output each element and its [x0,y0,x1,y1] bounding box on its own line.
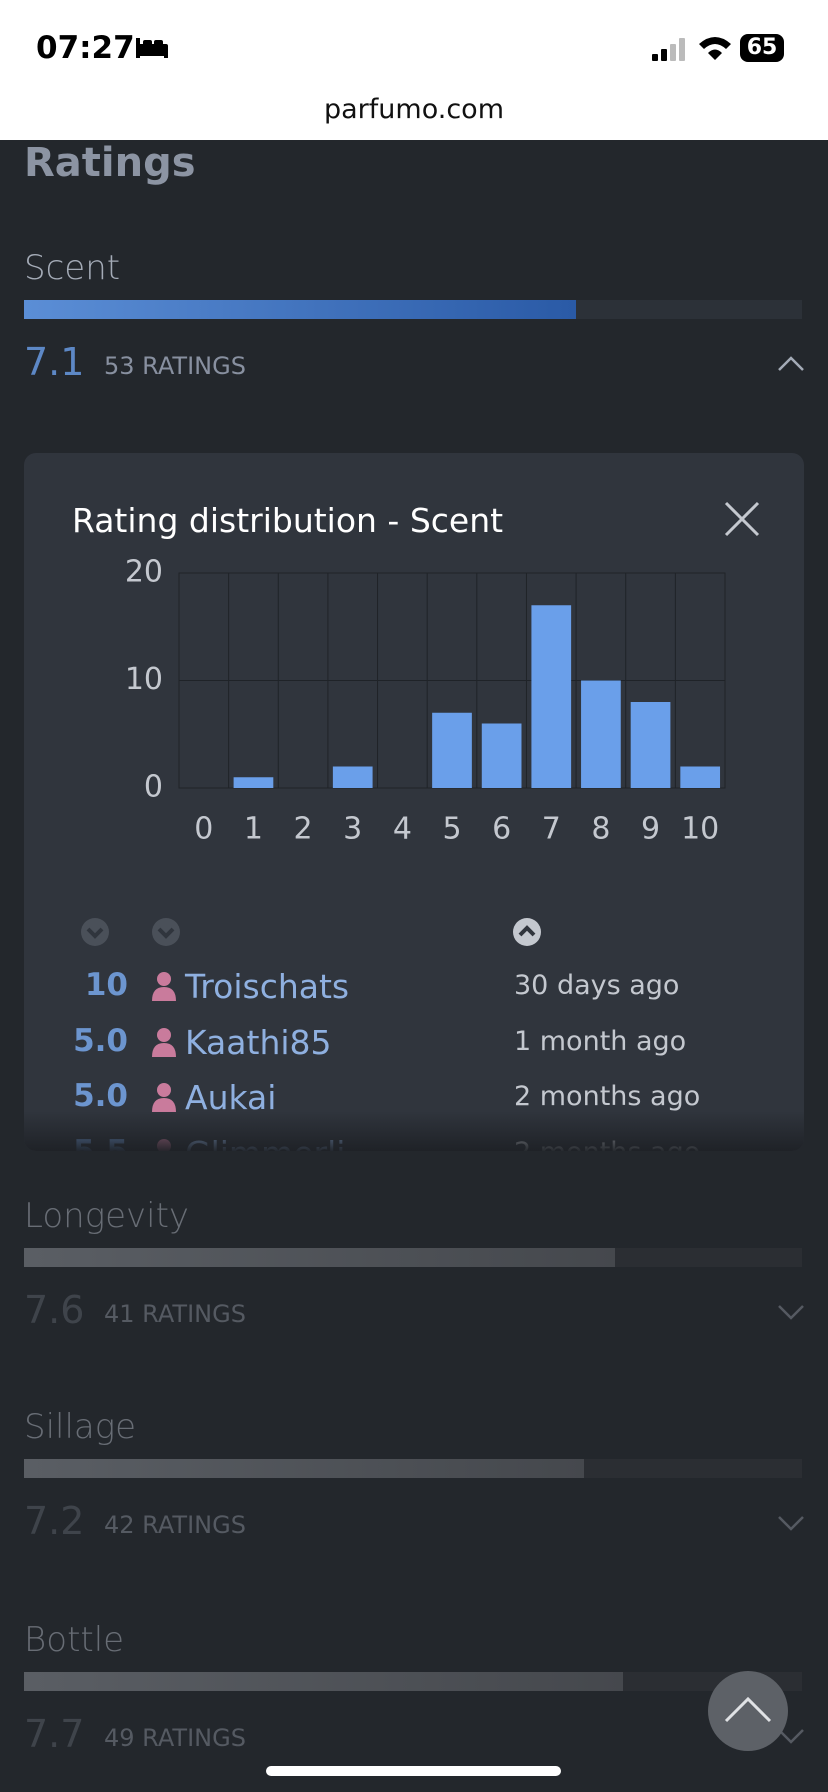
score-fill [24,1248,616,1267]
rating-count: 49 RATINGS [104,1724,246,1752]
y-tick-label: 20 [125,555,163,590]
row-score: 10 [84,967,128,1003]
status-bar: 07:27 65 parfumo.com [0,0,828,140]
distribution-popup: Rating distribution - Scent 0 10 20 0 1 2 3 4 5 6… [24,453,804,1151]
x-tick-label: 10 [681,812,719,847]
bar [630,702,671,788]
row-user[interactable]: Troischats [185,967,350,1006]
popup-title: Rating distribution - Scent [72,501,504,540]
row-score: 5.0 [73,1022,128,1059]
chevron [778,1305,804,1320]
section-label: Scent [24,248,121,288]
sort-user[interactable] [151,917,181,947]
sort-score[interactable] [80,917,110,947]
sleep-icon [136,38,168,58]
section-label: Bottle [24,1620,125,1660]
y-tick-label: 0 [144,770,163,805]
user-body [152,1098,176,1112]
score: 7.7 [24,1712,85,1756]
y-tick-label: 10 [125,662,163,697]
user-head [157,972,171,986]
heading: Ratings [24,140,196,186]
score-fill [24,300,577,319]
x-tick-label: 0 [194,812,213,847]
user-head [157,1027,171,1042]
home-indicator [266,1766,561,1776]
x-tick-label: 3 [343,812,362,847]
bar [581,680,621,788]
x-tick-label: 8 [591,812,610,847]
x-tick-label: 6 [492,812,511,847]
rating-count: 42 RATINGS [104,1511,246,1539]
row-user[interactable]: Kaathi85 [185,1022,332,1062]
user-body [152,987,176,1001]
chevron [778,1516,804,1531]
x-tick-label: 4 [393,812,412,847]
x-tick-label: 2 [294,812,313,847]
score-track [24,1459,802,1478]
rating-count: 53 RATINGS [104,352,246,380]
user-head [157,1083,171,1097]
clock: 07:27 [36,30,135,66]
user-body [152,1042,176,1057]
battery: 65 [740,34,784,62]
score: 7.1 [24,340,85,384]
close-button[interactable] [724,501,760,537]
score-fill [24,1672,624,1691]
toggle-chevron[interactable] [776,1513,806,1533]
score-track [24,1248,802,1267]
x-tick-label: 5 [442,812,461,847]
user-icon [152,1083,176,1112]
user-icon [152,1027,176,1057]
score: 7.2 [24,1499,85,1543]
bar [233,777,274,788]
bar [332,766,373,788]
section-label: Longevity [24,1196,190,1236]
bar [680,766,721,788]
score-track [24,300,802,319]
signal-icon [652,38,685,61]
x-tick-label: 7 [542,812,561,847]
toggle-chevron[interactable] [776,354,806,374]
wifi-icon [699,37,731,60]
chevron [778,1729,804,1744]
score-track [24,1672,802,1691]
scroll-top-button[interactable] [708,1671,788,1751]
row-time: 2 months ago [514,1081,701,1112]
toggle-chevron[interactable] [776,1302,806,1322]
x-tick-label: 9 [641,812,660,847]
toggle-chevron[interactable] [776,1726,806,1746]
row-user[interactable]: Aukai [185,1078,277,1117]
row-score: 5.0 [73,1078,128,1114]
rating-count: 41 RATINGS [104,1300,246,1328]
chevron [778,356,804,371]
x-tick-label: 1 [244,812,263,847]
score-fill [24,1459,585,1478]
row-time: 1 month ago [514,1025,687,1057]
score: 7.6 [24,1288,85,1332]
bar [531,605,572,788]
fade [24,1111,804,1151]
row-time: 30 days ago [514,970,680,1001]
url-bar[interactable]: parfumo.com [324,94,504,125]
user-icon [152,972,176,1001]
bar [432,712,472,788]
bar [481,723,522,788]
section-label: Sillage [24,1407,137,1447]
sort-date[interactable] [512,917,542,947]
